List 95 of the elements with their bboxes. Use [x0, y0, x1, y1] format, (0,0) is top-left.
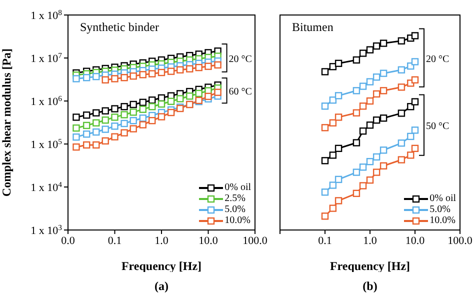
point	[102, 126, 109, 133]
point	[111, 133, 118, 140]
y-tick-label: 1 x 10$^{3}$	[30, 222, 62, 237]
point	[167, 68, 175, 75]
text: (b)	[362, 279, 378, 293]
x-tick-label: 100.0	[448, 234, 473, 247]
y-tick-label: 1 x 10$^{6}$	[30, 94, 62, 108]
point	[120, 74, 128, 82]
point	[195, 90, 202, 98]
bracket: 60 °C	[221, 78, 252, 104]
point	[111, 75, 118, 82]
x-tick-label: 10.0	[405, 234, 426, 247]
y-tick-label: 1 x 10$^{5}$	[30, 136, 62, 151]
annotation: Synthetic binder	[80, 20, 159, 34]
y-tick-label: 1 x 10$^{7}$	[30, 50, 62, 65]
point	[214, 61, 222, 69]
point	[102, 76, 109, 84]
x-tick-label: 0.1	[108, 234, 122, 247]
point	[92, 72, 100, 80]
point	[120, 120, 128, 128]
point	[148, 117, 156, 124]
point	[120, 129, 128, 136]
text: (a)	[154, 279, 168, 293]
x-tick-label: 0.1	[318, 234, 332, 247]
point	[72, 124, 80, 132]
point	[120, 103, 128, 110]
point	[204, 92, 212, 100]
point	[158, 68, 166, 76]
legend-label: 10.0%	[430, 215, 456, 226]
legend-label: 5.0%	[430, 204, 450, 215]
y-axis-title: Complex shear modulus [Pa]	[0, 48, 14, 197]
point	[139, 71, 146, 78]
point	[139, 98, 146, 106]
x-tick-label: 1.0	[154, 234, 169, 247]
point	[195, 64, 202, 72]
point	[176, 95, 184, 102]
x-tick-label: 100.0	[242, 234, 268, 247]
point	[186, 92, 194, 100]
point	[158, 113, 166, 120]
point	[186, 65, 194, 72]
annotation: 20 °C	[228, 54, 252, 65]
point	[214, 88, 222, 96]
point	[102, 116, 109, 124]
point	[92, 109, 100, 116]
annotation: 20 °C	[426, 54, 450, 65]
bracket: 50 °C	[418, 94, 450, 156]
bracket: 20 °C	[221, 44, 252, 72]
legend-label: 0% oil	[430, 193, 456, 204]
legend-label: 2.5%	[224, 193, 246, 204]
point	[72, 75, 80, 82]
point	[139, 121, 146, 128]
point	[83, 122, 90, 130]
point	[148, 96, 156, 104]
point	[130, 72, 137, 80]
point	[148, 103, 156, 110]
point	[130, 108, 137, 116]
point	[83, 112, 90, 119]
legend-label: 5.0%	[224, 204, 246, 215]
point	[167, 108, 175, 116]
bracket: 20 °C	[418, 28, 450, 88]
point	[111, 114, 118, 121]
point	[111, 105, 118, 112]
annotation: 50 °C	[426, 121, 450, 132]
point	[148, 70, 156, 78]
legend-label: 0% oil	[224, 182, 251, 193]
point	[120, 111, 128, 118]
y-tick-label: 1 x 10$^{8}$	[30, 8, 62, 22]
point	[92, 128, 100, 136]
point	[83, 74, 90, 82]
point	[167, 98, 175, 105]
point	[158, 100, 166, 108]
point	[92, 141, 100, 149]
point	[72, 114, 80, 121]
point	[72, 143, 80, 151]
point	[111, 122, 118, 130]
annotation: 60 °C	[228, 86, 252, 98]
point	[72, 133, 80, 141]
x-tick-label: 10.0	[198, 234, 218, 247]
legend-label: 10.0%	[224, 215, 250, 226]
x-tick-label: 1.0	[363, 234, 378, 247]
point	[83, 141, 90, 149]
point	[83, 130, 90, 138]
point	[130, 117, 137, 124]
point	[204, 62, 212, 70]
annotation: Bitumen	[292, 20, 334, 34]
y-tick-label: 1 x 10$^{4}$	[30, 180, 62, 194]
x-tick-label: 0.0	[61, 234, 76, 247]
point	[130, 125, 137, 132]
point	[139, 114, 146, 122]
point	[102, 107, 109, 114]
point	[92, 119, 100, 126]
point	[176, 66, 184, 74]
point	[130, 100, 137, 108]
point	[102, 137, 109, 145]
point	[139, 106, 146, 113]
